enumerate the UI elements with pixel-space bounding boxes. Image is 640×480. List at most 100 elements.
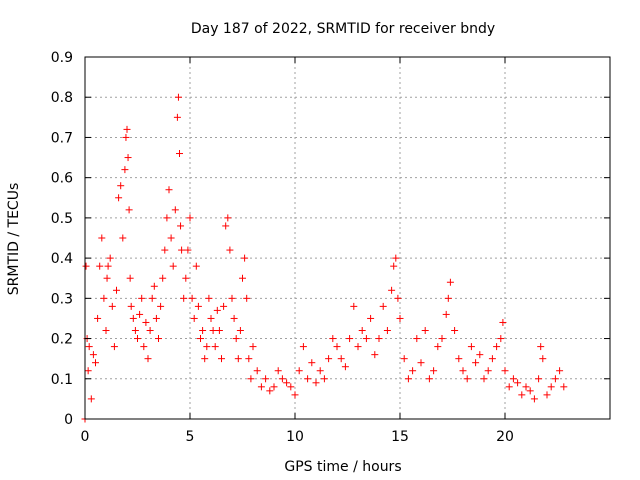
data-point xyxy=(556,367,564,375)
data-point xyxy=(497,335,505,343)
data-point xyxy=(444,294,452,302)
data-point xyxy=(400,355,408,363)
data-point xyxy=(157,302,165,310)
data-point xyxy=(100,294,108,302)
data-point xyxy=(228,294,236,302)
data-point xyxy=(241,254,249,262)
data-point xyxy=(522,383,530,391)
data-point xyxy=(299,343,307,351)
y-tick-label: 0.2 xyxy=(51,332,73,348)
data-point xyxy=(333,343,341,351)
data-point xyxy=(94,314,102,322)
data-point xyxy=(493,343,501,351)
data-point xyxy=(180,294,188,302)
x-tick-label: 0 xyxy=(81,429,90,445)
data-point xyxy=(209,327,217,335)
data-point xyxy=(140,343,148,351)
data-point xyxy=(152,314,160,322)
data-point xyxy=(108,302,116,310)
data-point xyxy=(270,383,278,391)
data-points xyxy=(81,93,568,423)
data-point xyxy=(312,379,320,387)
data-point xyxy=(421,327,429,335)
data-point xyxy=(358,327,366,335)
data-point xyxy=(488,355,496,363)
data-point xyxy=(425,375,433,383)
data-point xyxy=(379,302,387,310)
data-point xyxy=(291,391,299,399)
data-point xyxy=(174,93,182,101)
data-point xyxy=(530,395,538,403)
data-point xyxy=(123,125,131,133)
data-point xyxy=(392,254,400,262)
data-point xyxy=(390,262,398,270)
data-point xyxy=(129,314,137,322)
data-point xyxy=(341,363,349,371)
data-point xyxy=(171,206,179,214)
data-point xyxy=(177,222,185,230)
x-tick-label: 5 xyxy=(186,429,195,445)
axis-ticks: 0 0.1 0.2 0.3 0.4 0.5 0.6 0.7 0.8 0.9 0 5 10 15 20 xyxy=(51,50,610,445)
data-point xyxy=(434,343,442,351)
data-point xyxy=(526,387,534,395)
data-point xyxy=(304,375,312,383)
data-point xyxy=(131,327,139,335)
data-point xyxy=(182,274,190,282)
y-tick-label: 0.8 xyxy=(51,90,73,106)
data-point xyxy=(295,367,303,375)
data-point xyxy=(84,367,92,375)
data-point xyxy=(211,343,219,351)
data-point xyxy=(102,327,110,335)
data-point xyxy=(150,282,158,290)
data-point xyxy=(115,194,123,202)
data-point xyxy=(371,351,379,359)
data-point xyxy=(161,246,169,254)
data-point xyxy=(518,391,526,399)
data-point xyxy=(287,383,295,391)
x-tick-label: 20 xyxy=(496,429,514,445)
data-point xyxy=(467,343,475,351)
data-point xyxy=(404,375,412,383)
data-point xyxy=(142,318,150,326)
data-point xyxy=(480,375,488,383)
data-point xyxy=(178,246,186,254)
data-point xyxy=(119,234,127,242)
y-axis-label: SRMTID / TECUs xyxy=(6,183,22,296)
data-point xyxy=(388,286,396,294)
data-point xyxy=(413,335,421,343)
data-point xyxy=(232,335,240,343)
data-point xyxy=(103,274,111,282)
data-point xyxy=(329,335,337,343)
data-point xyxy=(514,379,522,387)
data-point xyxy=(215,327,223,335)
data-point xyxy=(234,355,242,363)
data-point xyxy=(134,335,141,343)
data-point xyxy=(236,327,244,335)
data-point xyxy=(113,286,120,294)
y-tick-label: 0.6 xyxy=(51,171,73,187)
data-point xyxy=(262,375,270,383)
data-point xyxy=(354,343,362,351)
y-tick-label: 0 xyxy=(64,412,73,428)
data-point xyxy=(125,206,133,214)
data-point xyxy=(560,383,568,391)
data-point xyxy=(110,343,118,351)
y-tick-label: 0.9 xyxy=(51,50,73,66)
x-tick-label: 10 xyxy=(286,429,304,445)
chart-title: Day 187 of 2022, SRMTID for receiver bnd… xyxy=(191,21,495,37)
data-point xyxy=(226,246,234,254)
data-point xyxy=(308,359,316,367)
data-point xyxy=(257,383,265,391)
data-point xyxy=(203,343,211,351)
data-point xyxy=(87,395,95,403)
data-point xyxy=(283,379,291,387)
data-point xyxy=(144,355,152,363)
y-tick-label: 0.7 xyxy=(51,130,73,146)
data-point xyxy=(222,222,230,230)
data-point xyxy=(98,234,106,242)
x-tick-label: 15 xyxy=(391,429,409,445)
data-point xyxy=(325,355,333,363)
data-point xyxy=(126,274,134,282)
data-point xyxy=(451,327,459,335)
